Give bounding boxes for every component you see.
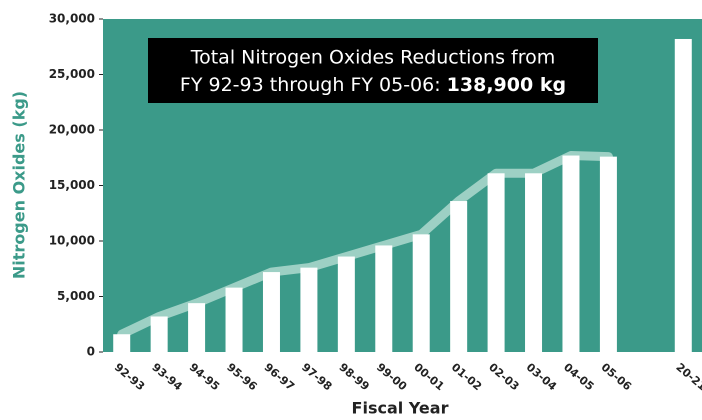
bar (562, 156, 579, 352)
bar (188, 303, 205, 352)
x-tick-label: 96-97 (262, 361, 297, 394)
x-tick-label: 20-21 (673, 361, 702, 394)
bar (488, 173, 505, 352)
bar (226, 288, 243, 352)
bar (300, 268, 317, 352)
y-tick-label: 15,000 (49, 178, 95, 192)
x-axis-title: Fiscal Year (352, 399, 449, 418)
bar (675, 39, 692, 352)
y-tick-label: 30,000 (49, 12, 95, 26)
annotation-line: FY 92-93 through FY 05-06: 138,900 kg (180, 74, 566, 96)
bar (375, 245, 392, 352)
y-axis-title: Nitrogen Oxides (kg) (10, 91, 29, 279)
chart: Total Nitrogen Oxides Reductions from FY… (0, 0, 702, 420)
bar (413, 234, 430, 352)
x-tick-label: 99-00 (374, 361, 410, 394)
y-tick-label: 25,000 (49, 67, 95, 81)
bar (338, 257, 355, 352)
bar (113, 334, 130, 352)
x-tick-label: 02-03 (486, 361, 521, 394)
x-tick-label: 03-04 (524, 361, 560, 394)
y-tick-label: 10,000 (49, 234, 95, 248)
annotation-total: 138,900 kg (447, 74, 566, 96)
x-tick-label: 04-05 (561, 361, 596, 394)
x-tick-label: 95-96 (224, 361, 260, 394)
x-tick-label: 05-06 (599, 361, 635, 394)
y-tick-label: 5,000 (57, 289, 95, 303)
x-tick-label: 92-93 (112, 361, 147, 394)
x-tick-label: 98-99 (336, 361, 371, 394)
x-tick-label: 93-94 (149, 361, 185, 394)
y-tick-label: 20,000 (49, 123, 95, 137)
x-tick-label: 94-95 (187, 361, 222, 394)
annotation-text: FY 92-93 through FY 05-06: (180, 74, 441, 96)
x-tick-label: 00-01 (411, 361, 446, 394)
bar (263, 272, 280, 352)
annotation-line: Total Nitrogen Oxides Reductions from (190, 47, 556, 69)
y-tick-label: 0 (87, 345, 95, 359)
x-tick-label: 01-02 (449, 361, 484, 394)
bar (525, 173, 542, 352)
x-tick-label: 97-98 (299, 361, 334, 394)
bar (450, 201, 467, 352)
bar (151, 316, 168, 352)
bar (600, 157, 617, 352)
